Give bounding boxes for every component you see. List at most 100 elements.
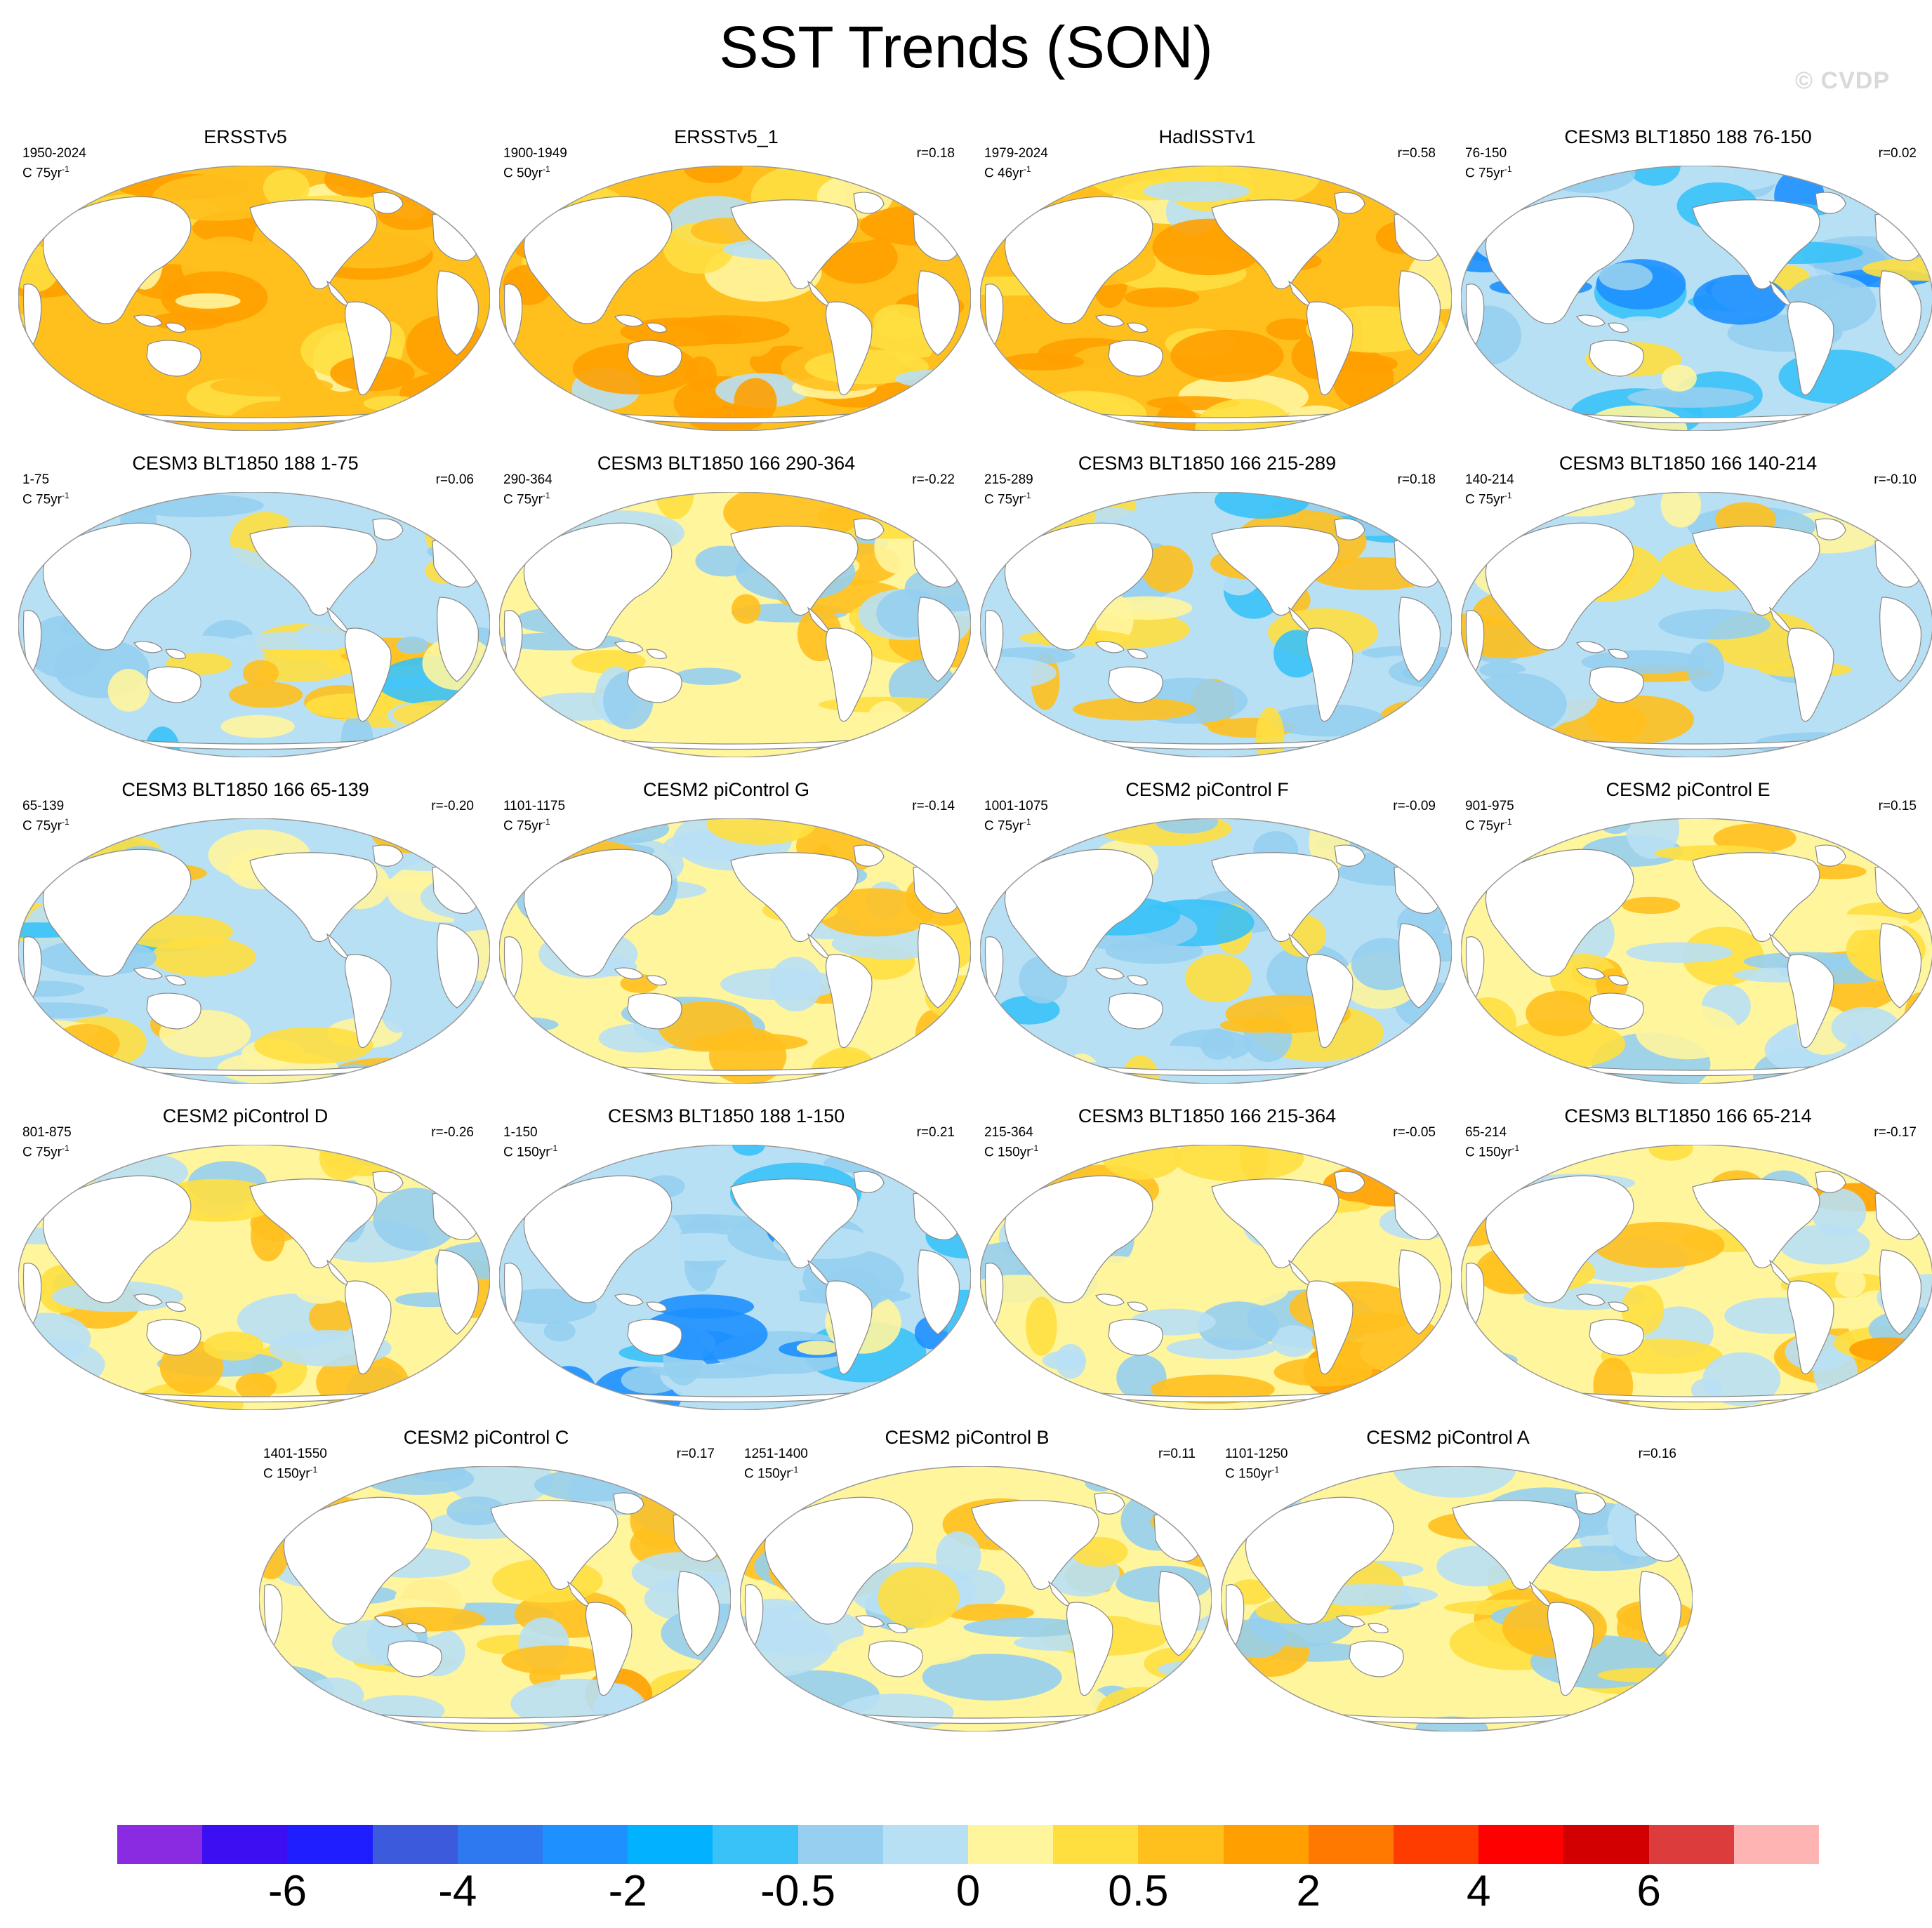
pattern-correlation: r=-0.26 <box>431 1125 474 1140</box>
sst-trend-map <box>499 492 971 757</box>
colorbar-box <box>543 1825 628 1864</box>
colorbar-tick-label: 4 <box>1466 1867 1491 1915</box>
sst-trend-map <box>740 1466 1212 1731</box>
colorbar-box <box>1478 1825 1564 1864</box>
colorbar-box <box>1308 1825 1394 1864</box>
panel-period: 1950-2024 <box>22 146 86 161</box>
pattern-correlation: r=-0.09 <box>1393 799 1436 813</box>
panel-period: 801-875 <box>22 1125 72 1140</box>
sst-trend-map <box>1461 1145 1932 1410</box>
colorbar-labels: -6 -4 -2 -0.5 0 0.5 2 4 6 <box>0 1867 1932 1916</box>
panel-period: 1-75 <box>22 472 50 487</box>
map-panel: CESM3 BLT1850 188 1-75 1-75 C 75yr-1 r=0.06 <box>8 451 490 767</box>
panel-units: C 75yr-1 <box>22 817 70 834</box>
colorbar-box <box>287 1825 373 1864</box>
panel-title: HadISSTv1 <box>1158 126 1256 147</box>
sst-trend-map <box>499 166 971 431</box>
panel-title: CESM2 piControl A <box>1366 1427 1530 1448</box>
panel-period: 215-364 <box>984 1125 1033 1140</box>
pattern-correlation: r=0.11 <box>1158 1447 1196 1461</box>
sst-trend-map <box>18 492 490 757</box>
colorbar-tick-label: -6 <box>267 1867 307 1915</box>
panel-units: C 75yr-1 <box>984 491 1031 507</box>
sst-trend-map <box>1461 818 1932 1084</box>
panel-units: C 75yr-1 <box>22 1143 70 1160</box>
panel-units: C 75yr-1 <box>1465 817 1512 834</box>
panel-title: CESM2 piControl E <box>1606 779 1771 800</box>
colorbar-box <box>372 1825 458 1864</box>
panel-period: 76-150 <box>1465 146 1507 161</box>
pattern-correlation: r=-0.10 <box>1874 472 1917 487</box>
panel-units: C 75yr-1 <box>503 491 550 507</box>
sst-trend-map <box>980 818 1452 1084</box>
pattern-correlation: r=-0.22 <box>912 472 955 487</box>
sst-trend-map <box>18 818 490 1084</box>
pattern-correlation: r=0.06 <box>435 472 474 487</box>
panel-units: C 50yr-1 <box>503 164 550 181</box>
sst-trend-map <box>1461 166 1932 431</box>
sst-trend-map <box>980 166 1452 431</box>
map-panel: CESM3 BLT1850 188 76-150 76-150 C 75yr-1 r=… <box>1451 125 1932 441</box>
panel-title: CESM3 BLT1850 166 290-364 <box>597 453 856 474</box>
pattern-correlation: r=0.18 <box>916 146 955 161</box>
cvdp-watermark: © CVDP <box>1795 67 1890 94</box>
sst-trend-map <box>980 492 1452 757</box>
panel-period: 1401-1550 <box>263 1447 327 1461</box>
panel-units: C 150yr-1 <box>263 1465 318 1482</box>
colorbar-box <box>713 1825 798 1864</box>
panel-units: C 46yr-1 <box>984 164 1031 181</box>
panel-units: C 75yr-1 <box>1465 491 1512 507</box>
panel-units: C 75yr-1 <box>22 491 70 507</box>
panel-units: C 150yr-1 <box>744 1465 799 1482</box>
panel-title: CESM3 BLT1850 166 215-364 <box>1078 1105 1337 1126</box>
map-panel: CESM2 piControl D 801-875 C 75yr-1 r=-0.26 <box>8 1104 490 1420</box>
pattern-correlation: r=0.58 <box>1397 146 1436 161</box>
colorbar-tick-label: 0 <box>955 1867 981 1915</box>
panel-title: CESM3 BLT1850 188 76-150 <box>1564 126 1812 147</box>
pattern-correlation: r=0.18 <box>1397 472 1436 487</box>
panel-units: C 150yr-1 <box>503 1143 558 1160</box>
colorbar-tick-label: 2 <box>1296 1867 1321 1915</box>
colorbar-tick-label: 0.5 <box>1108 1867 1169 1915</box>
panel-units: C 150yr-1 <box>984 1143 1039 1160</box>
sst-trend-map <box>499 1145 971 1410</box>
figure-title: SST Trends (SON) <box>719 14 1213 80</box>
colorbar-box <box>798 1825 883 1864</box>
colorbar-tick-label: 6 <box>1636 1867 1661 1915</box>
panel-title: CESM3 BLT1850 166 65-139 <box>121 779 369 800</box>
panel-period: 1900-1949 <box>503 146 567 161</box>
panel-title: CESM3 BLT1850 166 65-214 <box>1564 1105 1812 1126</box>
panel-period: 290-364 <box>503 472 553 487</box>
pattern-correlation: r=0.02 <box>1878 146 1917 161</box>
colorbar-box <box>202 1825 288 1864</box>
panel-period: 215-289 <box>984 472 1033 487</box>
colorbar-tick-label: -4 <box>438 1867 477 1915</box>
sst-trend-map <box>499 818 971 1084</box>
panel-period: 1251-1400 <box>744 1447 808 1461</box>
sst-trend-map <box>259 1466 731 1731</box>
colorbar-box <box>968 1825 1054 1864</box>
map-panel: CESM2 piControl A 1101-1250 C 150yr-1 r=0.1… <box>1211 1425 1693 1741</box>
map-panel: CESM2 piControl C 1401-1550 C 150yr-1 r=0.1… <box>249 1425 731 1741</box>
colorbar-box <box>882 1825 969 1864</box>
sst-trend-map <box>980 1145 1452 1410</box>
map-panel: CESM2 piControl B 1251-1400 C 150yr-1 r=0.1… <box>730 1425 1212 1741</box>
panel-units: C 75yr-1 <box>984 817 1031 834</box>
colorbar-box <box>1733 1825 1820 1864</box>
colorbar-box <box>457 1825 543 1864</box>
pattern-correlation: r=0.16 <box>1638 1447 1676 1461</box>
pattern-correlation: r=-0.05 <box>1393 1125 1436 1140</box>
pattern-correlation: r=0.21 <box>916 1125 955 1140</box>
pattern-correlation: r=-0.14 <box>912 799 955 813</box>
colorbar-box <box>1138 1825 1224 1864</box>
panel-units: C 75yr-1 <box>503 817 550 834</box>
panel-period: 1101-1250 <box>1225 1447 1288 1461</box>
map-panel: CESM3 BLT1850 166 140-214 140-214 C 75yr-1… <box>1451 451 1932 767</box>
panel-title: CESM2 piControl F <box>1125 779 1289 800</box>
map-panel: CESM3 BLT1850 166 65-139 65-139 C 75yr-1 r=… <box>8 778 490 1093</box>
pattern-correlation: r=-0.20 <box>431 799 474 813</box>
map-panel: ERSSTv5 1950-2024 C 75yr-1 <box>8 125 490 441</box>
pattern-correlation: r=0.17 <box>676 1447 715 1461</box>
panel-title: CESM2 piControl G <box>642 779 810 800</box>
sst-trend-map <box>1221 1466 1693 1731</box>
